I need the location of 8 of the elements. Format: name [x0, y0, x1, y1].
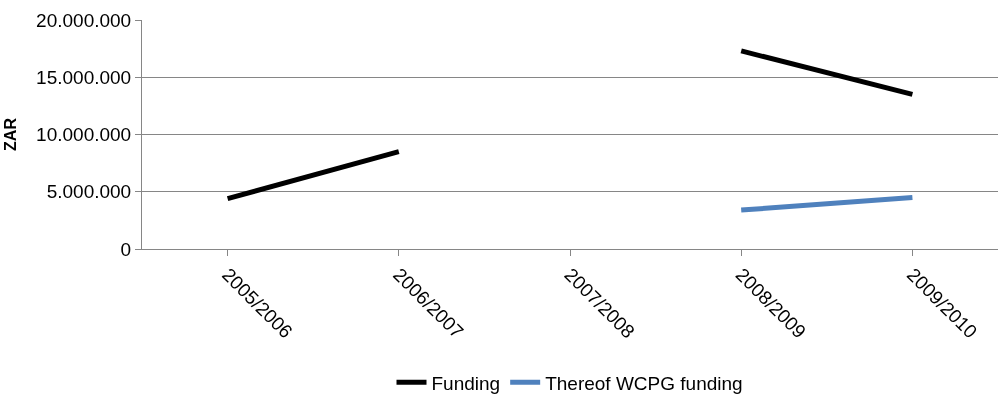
y-tick-label: 15.000.000	[36, 66, 132, 88]
y-tick-label: 5.000.000	[46, 181, 132, 203]
legend-label: Thereof WCPG funding	[545, 372, 743, 394]
y-tick-label: 0	[120, 238, 132, 260]
y-tick-label: 10.000.000	[36, 124, 132, 146]
legend-label: Funding	[431, 372, 501, 394]
y-axis-title: ZAR	[2, 117, 20, 151]
y-tick-label: 20.000.000	[36, 9, 132, 31]
